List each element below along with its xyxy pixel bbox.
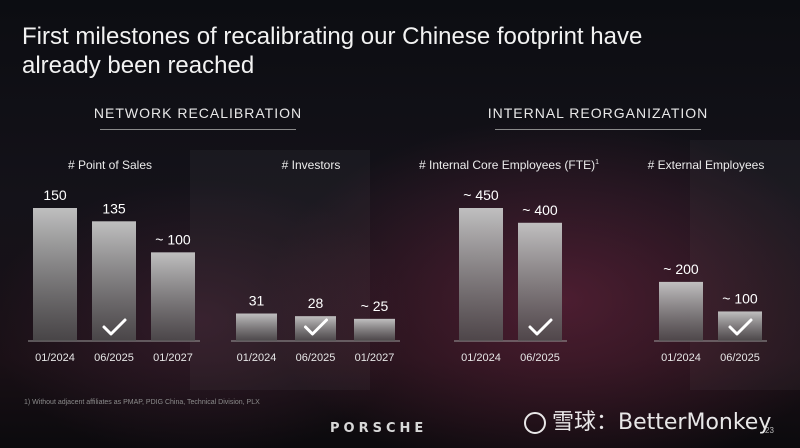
section-network-divider [100, 129, 296, 130]
section-internal-divider [495, 129, 701, 130]
chart-title-superscript: 1 [595, 159, 599, 166]
checkmark-icon [728, 318, 753, 336]
category-label: 06/2025 [296, 352, 336, 364]
category-label: 01/2024 [461, 352, 501, 364]
chart-title: # Point of Sales [68, 158, 152, 172]
category-label: 01/2024 [35, 352, 75, 364]
bar [659, 281, 703, 341]
bar [92, 221, 136, 341]
checkmark-icon [304, 318, 328, 336]
checkmark-icon [102, 318, 127, 336]
bar [518, 222, 562, 341]
bar [236, 313, 277, 341]
bar-value-label: 31 [249, 293, 265, 309]
bar-value-label: ~ 100 [155, 231, 191, 247]
watermark: 雪球：BetterMonkey [524, 404, 771, 436]
category-label: 01/2027 [153, 352, 193, 364]
bar-value-label: ~ 100 [722, 290, 758, 306]
category-label: 01/2027 [355, 352, 395, 364]
bar [354, 318, 395, 341]
category-label: 01/2024 [661, 352, 701, 364]
chart-title: # Internal Core Employees (FTE)1 [419, 158, 599, 172]
bar [295, 316, 336, 341]
footnote: 1) Without adjacent affiliates as PMAP, … [24, 399, 260, 406]
watermark-text: 雪球：BetterMonkey [552, 410, 772, 435]
page-title: First milestones of recalibrating our Ch… [22, 23, 643, 79]
porsche-logo: PORSCHE [330, 421, 428, 436]
chart-title: # External Employees [648, 158, 765, 172]
bar-value-label: 150 [43, 187, 67, 203]
category-label: 06/2025 [520, 352, 560, 364]
snowball-icon [524, 412, 546, 434]
section-network-heading: NETWORK RECALIBRATION [93, 105, 303, 121]
bar-value-label: ~ 25 [361, 298, 389, 314]
bar-value-label: ~ 400 [522, 202, 558, 218]
checkmark-icon [528, 318, 553, 336]
bar [718, 311, 762, 341]
bar-value-label: 28 [308, 295, 324, 311]
bar [459, 208, 503, 341]
bar-value-label: ~ 450 [463, 187, 499, 203]
section-internal-heading: INTERNAL REORGANIZATION [487, 105, 709, 121]
page-number: 23 [765, 426, 774, 435]
category-label: 01/2024 [237, 352, 277, 364]
bar-value-label: 135 [102, 200, 126, 216]
category-label: 06/2025 [94, 352, 134, 364]
bar-value-label: ~ 200 [663, 261, 699, 277]
bar [151, 252, 195, 341]
bar [33, 208, 77, 341]
category-label: 06/2025 [720, 352, 760, 364]
chart-title: # Investors [282, 158, 341, 172]
